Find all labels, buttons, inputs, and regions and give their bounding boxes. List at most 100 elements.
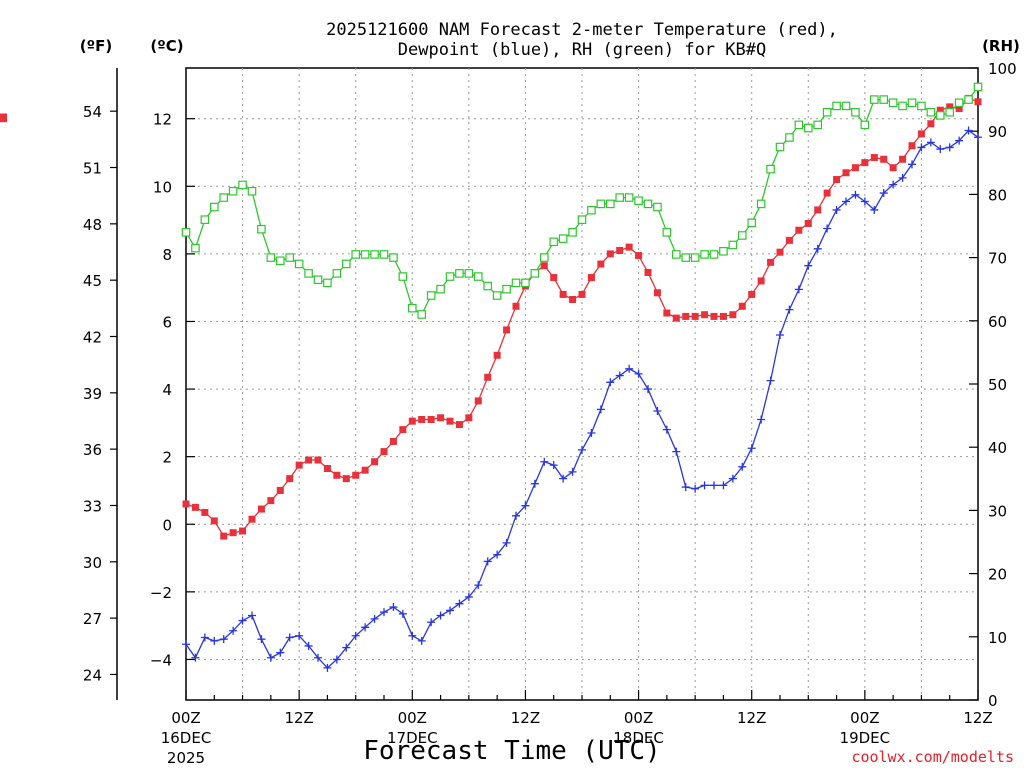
- temperature-point: [719, 312, 727, 320]
- rh-point: [935, 111, 945, 120]
- dewpoint-point: [370, 614, 379, 623]
- x-axis-ticks: 00Z 16DEC 2025 12Z 00Z 17DEC 12Z 00Z 18DEC 12Z 00Z…: [161, 690, 993, 767]
- grid-lines: [186, 68, 978, 700]
- rh-tick-label: 100: [988, 60, 1017, 78]
- x-tick-date-label: 16DEC: [161, 729, 212, 747]
- temperature-point: [248, 515, 256, 523]
- dewpoint-point: [672, 447, 681, 456]
- rh-tick-label: 20: [988, 566, 1007, 584]
- dewpoint-point: [644, 385, 652, 394]
- rh-point: [426, 291, 436, 300]
- rh-point: [436, 284, 445, 294]
- rh-point: [209, 202, 219, 212]
- rh-point: [200, 215, 210, 224]
- rh-point: [398, 272, 408, 281]
- rh-tick-label: 30: [988, 502, 1007, 520]
- rh-point: [247, 186, 257, 196]
- celsius-tick-label: 2: [162, 449, 172, 467]
- dewpoint-point: [464, 592, 473, 601]
- dewpoint-point: [615, 371, 624, 380]
- rh-point: [803, 123, 813, 133]
- rh-point: [605, 199, 615, 209]
- x-tick-label: 12Z: [284, 709, 313, 727]
- series-dewpoint: [182, 127, 982, 672]
- rh-point: [577, 215, 587, 224]
- dewpoint-point: [898, 173, 907, 182]
- temperature-point: [804, 219, 812, 227]
- rh-tick-label: 0: [988, 692, 998, 710]
- rh-point: [643, 199, 653, 209]
- temperature-point: [625, 243, 633, 251]
- temperature-point: [550, 274, 558, 282]
- temperature-point: [323, 464, 331, 472]
- dewpoint-point: [955, 136, 964, 145]
- rh-point: [530, 269, 540, 278]
- temperature-point: [917, 130, 925, 138]
- x-tick-label: 12Z: [737, 709, 766, 727]
- temperature-point: [371, 458, 379, 466]
- temperature-point: [870, 154, 878, 162]
- temperature-point: [663, 309, 671, 317]
- temperature-point: [569, 296, 577, 304]
- x-tick-label: 12Z: [511, 709, 540, 727]
- rh-point: [568, 228, 577, 237]
- rh-tick-label: 80: [988, 186, 1007, 204]
- rh-tick-label: 70: [988, 250, 1007, 268]
- rh-point: [483, 281, 493, 291]
- temperature-point: [418, 415, 426, 423]
- rh-point: [370, 250, 379, 259]
- dewpoint-point: [361, 623, 370, 632]
- celsius-tick-label: 6: [162, 313, 172, 331]
- x-tick-date-label: 18DEC: [613, 729, 664, 747]
- dewpoint-point: [728, 474, 737, 483]
- dewpoint-point: [700, 481, 709, 490]
- celsius-tick-label: −4: [150, 651, 172, 669]
- celsius-unit-label: (ºC): [150, 37, 183, 55]
- dewpoint-point: [248, 611, 256, 620]
- rh-point: [690, 253, 700, 262]
- rh-point: [191, 243, 200, 253]
- dewpoint-point: [945, 143, 954, 152]
- dewpoint-point: [474, 581, 483, 590]
- dewpoint-point: [549, 461, 558, 470]
- temperature-point: [823, 189, 831, 197]
- rh-point: [756, 199, 766, 209]
- dewpoint-point: [766, 376, 775, 385]
- dewpoint-point: [323, 663, 332, 672]
- dewpoint-point: [662, 425, 671, 434]
- x-tick-label: 00Z: [624, 709, 653, 727]
- rh-point: [832, 101, 841, 111]
- temperature-point: [738, 302, 746, 310]
- rh-point: [304, 269, 313, 278]
- dewpoint-point: [832, 205, 841, 214]
- dewpoint-point: [578, 445, 586, 454]
- dewpoint-point: [974, 133, 982, 142]
- rh-point: [851, 107, 860, 117]
- dewpoint-point: [314, 653, 322, 662]
- dewpoint-point: [455, 599, 464, 608]
- dewpoint-point: [813, 244, 822, 253]
- rh-point: [455, 269, 464, 278]
- dewpoint-point: [625, 364, 634, 373]
- dewpoint-point: [446, 606, 454, 615]
- temperature-point: [785, 236, 793, 244]
- dewpoint-point: [936, 145, 945, 154]
- rh-point: [653, 202, 662, 212]
- dewpoint-point: [559, 474, 568, 483]
- rh-point: [389, 253, 398, 262]
- rh-point: [219, 193, 229, 202]
- temperature-point: [427, 415, 435, 423]
- temperature-point: [851, 164, 859, 172]
- temperature-point: [908, 142, 916, 150]
- rh-point: [813, 120, 823, 130]
- dewpoint-point: [606, 378, 615, 387]
- temperature-point: [286, 475, 294, 483]
- dewpoint-point: [276, 648, 285, 657]
- rh-point: [700, 250, 709, 259]
- temperature-point: [635, 252, 643, 260]
- rh-point: [926, 107, 936, 117]
- temperature-point: [767, 258, 775, 266]
- dewpoint-point: [540, 457, 549, 466]
- dewpoint-point: [804, 261, 813, 270]
- temperature-point: [399, 426, 407, 434]
